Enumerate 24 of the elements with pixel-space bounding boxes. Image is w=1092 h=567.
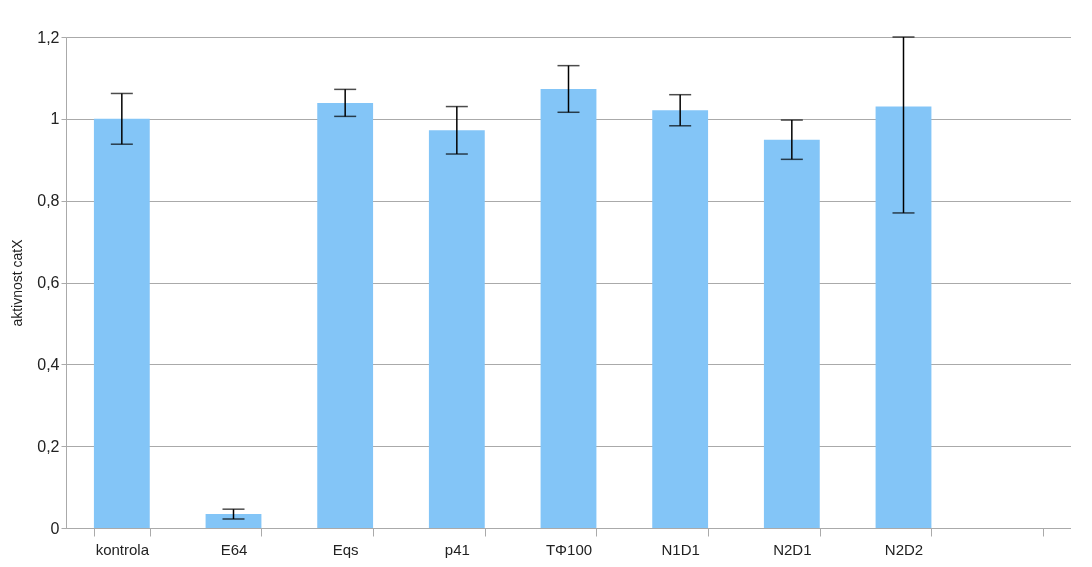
bar [652, 110, 709, 528]
x-tick-label: TΦ100 [545, 540, 593, 558]
y-tick-label: 1,2 [37, 28, 60, 46]
y-tick-label: 0,8 [37, 192, 60, 210]
x-tick-label: N1D1 [661, 540, 700, 558]
x-tick-label: N2D2 [884, 540, 924, 558]
y-tick-label: 1 [50, 110, 60, 128]
bar [763, 139, 820, 528]
bar [317, 102, 374, 528]
bar [540, 88, 597, 528]
y-tick-label: 0,2 [37, 437, 60, 455]
x-tick-label: Eqs [332, 540, 359, 558]
bar [428, 130, 485, 528]
bar [875, 106, 932, 528]
y-axis-title: aktivnost catX [9, 238, 26, 327]
x-tick-label: kontrola [95, 540, 150, 558]
x-tick-label: N2D1 [773, 540, 812, 558]
bar [93, 118, 150, 528]
x-tick-label: p41 [444, 540, 470, 558]
x-tick-label: E64 [220, 540, 248, 558]
y-tick-label: 0,6 [37, 274, 60, 291]
y-tick-label: 0 [50, 519, 60, 537]
y-tick-label: 0,4 [37, 355, 60, 373]
bar [205, 514, 262, 528]
